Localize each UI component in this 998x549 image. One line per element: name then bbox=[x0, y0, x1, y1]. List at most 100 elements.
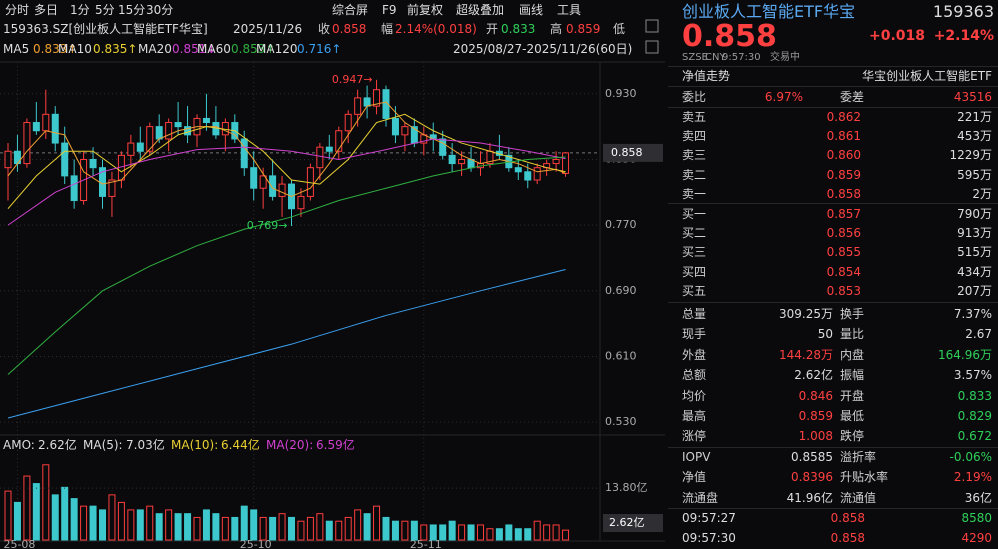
stat-label: 现手 bbox=[682, 327, 707, 342]
volume-bar bbox=[4, 490, 12, 541]
ma-value: 0.835↑ bbox=[93, 42, 138, 56]
volume-bar bbox=[486, 528, 494, 541]
stat-label: 均价 bbox=[682, 388, 707, 403]
volume-bar bbox=[117, 501, 125, 541]
ma-name: MA60 bbox=[197, 42, 231, 56]
volume-bar bbox=[202, 509, 210, 541]
volume-bar bbox=[165, 509, 173, 541]
candle-body bbox=[32, 122, 40, 132]
annotation: 0.947→ bbox=[332, 73, 373, 86]
stat-label: 最低 bbox=[840, 409, 865, 423]
volume-bar bbox=[363, 513, 371, 541]
volume-bar bbox=[533, 520, 541, 541]
volume-bar bbox=[297, 520, 305, 541]
nav-label: 净值走势 bbox=[682, 69, 731, 83]
stat-value: 0.8585 bbox=[791, 450, 833, 464]
stat-value: 164.96万 bbox=[938, 347, 992, 362]
volume-bar bbox=[61, 486, 69, 541]
volume-bar bbox=[420, 524, 428, 541]
stat-value: -0.06% bbox=[949, 450, 992, 464]
stat-label: 溢折率 bbox=[840, 450, 877, 464]
time: 9:57:30 bbox=[722, 52, 761, 63]
period-tab[interactable]: 5分 bbox=[95, 3, 115, 17]
stat-value: 41.96亿 bbox=[786, 490, 833, 505]
candle-body bbox=[335, 130, 343, 152]
candle-body bbox=[533, 167, 541, 181]
stat-label: 换手 bbox=[840, 307, 865, 321]
y-tick-label: 0.530 bbox=[605, 415, 637, 428]
candle-body bbox=[89, 158, 97, 169]
period-tab[interactable]: 30分 bbox=[146, 3, 174, 17]
tool-button[interactable]: 工具 bbox=[557, 3, 582, 17]
tool-button[interactable]: 超级叠加 bbox=[456, 3, 505, 17]
stat-value: 309.25万 bbox=[779, 307, 833, 321]
volume-bar bbox=[42, 464, 50, 541]
period-tab[interactable]: 分时 bbox=[5, 3, 30, 17]
chart: 0.9300.8500.7700.6900.6100.53025-0825-10… bbox=[0, 19, 665, 549]
volume-tag-label: 2.62亿 bbox=[609, 516, 645, 529]
status: 交易中 bbox=[770, 52, 800, 63]
candle-body bbox=[373, 89, 381, 107]
period-tab[interactable]: 多日 bbox=[34, 3, 59, 17]
book-price: 0.860 bbox=[826, 148, 861, 163]
value: 2.14%(0.018) bbox=[395, 22, 477, 36]
ma-value: 0.851↓ bbox=[172, 42, 217, 56]
divider bbox=[668, 66, 998, 67]
legend-name: MA(5): bbox=[83, 438, 123, 452]
period-tab[interactable]: 15分 bbox=[118, 3, 146, 17]
label: 委比 bbox=[682, 90, 707, 104]
candle-body bbox=[42, 113, 50, 132]
stat-value: 50 bbox=[817, 327, 833, 342]
book-price: 0.862 bbox=[826, 110, 861, 124]
expand-icon[interactable] bbox=[645, 40, 659, 54]
label: 收 bbox=[318, 22, 331, 36]
change: +0.018 bbox=[868, 28, 925, 44]
stat-value: 1.008 bbox=[798, 429, 833, 444]
volume-bar bbox=[335, 520, 343, 541]
volume-bar bbox=[269, 516, 277, 541]
period-tab[interactable]: 1分 bbox=[70, 3, 90, 17]
book-label: 买二 bbox=[682, 226, 707, 241]
stat-label: 净值 bbox=[682, 470, 707, 485]
stat-value: 0.8396 bbox=[791, 470, 833, 485]
candle-body bbox=[250, 167, 258, 189]
y-tick-label: 0.610 bbox=[605, 349, 637, 362]
volume-bar bbox=[13, 501, 21, 541]
y-tick-label: 13.80亿 bbox=[605, 481, 648, 494]
tool-button[interactable]: 前复权 bbox=[407, 3, 444, 17]
volume-bar bbox=[373, 505, 381, 541]
volume-bar bbox=[344, 516, 352, 541]
volume-bar bbox=[89, 505, 97, 541]
volume-bar bbox=[155, 513, 163, 541]
date-range: 2025/08/27-2025/11/26(60日) bbox=[453, 42, 633, 56]
ma-value: 0.833↑ bbox=[33, 42, 78, 56]
book-volume: 453万 bbox=[957, 129, 992, 144]
candle-body bbox=[524, 171, 532, 181]
tool-button[interactable]: 综合屏 bbox=[332, 3, 369, 17]
candle-body bbox=[127, 142, 135, 156]
fund-name: 创业板人工智能ETF华宝 bbox=[682, 2, 856, 21]
ma-line bbox=[7, 113, 566, 210]
stat-label: 流通值 bbox=[840, 490, 877, 505]
candle-body bbox=[61, 142, 69, 177]
book-label: 买四 bbox=[682, 264, 707, 279]
tool-button[interactable]: F9 bbox=[382, 3, 397, 17]
candle-body bbox=[146, 126, 154, 152]
settings-icon[interactable] bbox=[645, 19, 659, 33]
tool-button[interactable]: 画线 bbox=[519, 3, 544, 17]
fund-code: 159363 bbox=[932, 2, 994, 21]
last-price: 0.858 bbox=[682, 19, 777, 54]
volume-bar bbox=[231, 516, 239, 541]
x-tick-label: 25-10 bbox=[240, 538, 272, 549]
volume-bar bbox=[70, 498, 78, 541]
book-price: 0.857 bbox=[826, 207, 861, 221]
ma-name: MA120 bbox=[256, 42, 298, 56]
trade-time: 09:57:30 bbox=[682, 531, 736, 545]
stat-label: 内盘 bbox=[840, 347, 865, 362]
ma-value: 0.716↑ bbox=[297, 42, 342, 56]
stat-label: 总额 bbox=[682, 368, 707, 383]
value: 0.859 bbox=[566, 22, 601, 36]
candle-body bbox=[278, 183, 286, 197]
volume-bar bbox=[524, 528, 532, 541]
stat-label: 最高 bbox=[682, 409, 707, 423]
